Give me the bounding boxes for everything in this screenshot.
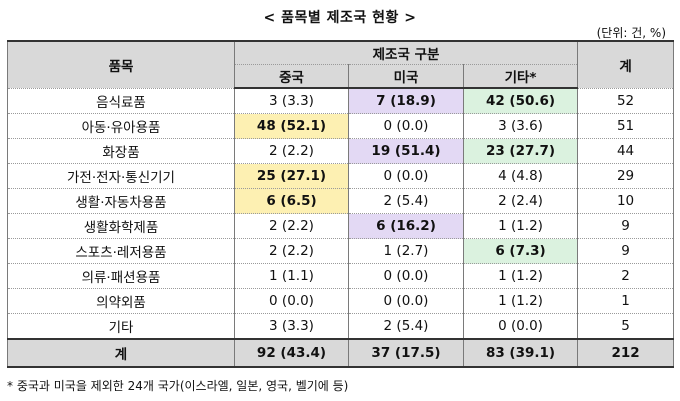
total-row: 계 92 (43.4) 37 (17.5) 83 (39.1) 212 [7, 338, 675, 368]
cell-other: 1 (1.2) [462, 288, 579, 314]
cell-china: 3 (3.3) [234, 87, 349, 114]
cell-china: 2 (2.2) [234, 213, 349, 239]
table-row: 음식료품 3 (3.3) 7 (18.9) 42 (50.6) 52 [7, 87, 675, 114]
cell-total: 1 [577, 288, 675, 314]
cell-usa: 19 (51.4) [348, 138, 464, 164]
header-total: 계 [577, 40, 675, 89]
total-usa: 37 (17.5) [348, 338, 464, 368]
cell-usa: 0 (0.0) [348, 288, 464, 314]
cell-usa: 6 (16.2) [348, 213, 464, 239]
table-title: < 품목별 제조국 현황 > [263, 10, 417, 26]
table-row: 기타 3 (3.3) 2 (5.4) 0 (0.0) 5 [7, 313, 675, 340]
cell-other: 0 (0.0) [462, 313, 579, 340]
total-china: 92 (43.4) [234, 338, 349, 368]
row-item: 생활화학제품 [7, 213, 235, 239]
cell-other: 23 (27.7) [462, 138, 579, 164]
header-other: 기타* [462, 64, 579, 89]
cell-china: 0 (0.0) [234, 288, 349, 314]
cell-china: 48 (52.1) [234, 113, 349, 139]
cell-china: 3 (3.3) [234, 313, 349, 340]
table-row: 화장품 2 (2.2) 19 (51.4) 23 (27.7) 44 [7, 138, 675, 164]
header-country-group: 제조국 구분 [233, 40, 579, 65]
header-usa: 미국 [348, 64, 464, 89]
cell-china: 25 (27.1) [234, 163, 349, 189]
footnote: * 중국과 미국을 제외한 24개 국가(이스라엘, 일본, 영국, 벨기에 등… [7, 379, 349, 393]
row-item: 기타 [7, 313, 235, 340]
table-row: 생활화학제품 2 (2.2) 6 (16.2) 1 (1.2) 9 [7, 213, 675, 239]
header-china: 중국 [234, 64, 349, 89]
cell-other: 2 (2.4) [462, 188, 579, 214]
row-item: 아동·유아용품 [7, 113, 235, 139]
cell-usa: 0 (0.0) [348, 263, 464, 289]
cell-usa: 0 (0.0) [348, 163, 464, 189]
cell-china: 1 (1.1) [234, 263, 349, 289]
row-item: 음식료품 [7, 87, 235, 114]
cell-other: 1 (1.2) [462, 263, 579, 289]
row-item: 스포츠·레저용품 [7, 238, 235, 264]
table-row: 스포츠·레저용품 2 (2.2) 1 (2.7) 6 (7.3) 9 [7, 238, 675, 264]
total-other: 83 (39.1) [462, 338, 579, 368]
cell-china: 2 (2.2) [234, 138, 349, 164]
cell-china: 2 (2.2) [234, 238, 349, 264]
cell-total: 29 [577, 163, 675, 189]
row-item: 의류·패션용품 [7, 263, 235, 289]
cell-other: 6 (7.3) [462, 238, 579, 264]
row-item: 가전·전자·통신기기 [7, 163, 235, 189]
table-row: 아동·유아용품 48 (52.1) 0 (0.0) 3 (3.6) 51 [7, 113, 675, 139]
cell-usa: 2 (5.4) [348, 313, 464, 340]
cell-china: 6 (6.5) [234, 188, 349, 214]
cell-other: 1 (1.2) [462, 213, 579, 239]
table-row: 의약외품 0 (0.0) 0 (0.0) 1 (1.2) 1 [7, 288, 675, 314]
cell-total: 9 [577, 238, 675, 264]
table-row: 의류·패션용품 1 (1.1) 0 (0.0) 1 (1.2) 2 [7, 263, 675, 289]
cell-total: 44 [577, 138, 675, 164]
unit-label: (단위: 건, %) [596, 26, 666, 40]
row-item: 화장품 [7, 138, 235, 164]
total-all: 212 [577, 338, 675, 368]
cell-usa: 1 (2.7) [348, 238, 464, 264]
cell-usa: 0 (0.0) [348, 113, 464, 139]
cell-usa: 2 (5.4) [348, 188, 464, 214]
table-row: 생활·자동차용품 6 (6.5) 2 (5.4) 2 (2.4) 10 [7, 188, 675, 214]
cell-total: 2 [577, 263, 675, 289]
cell-total: 10 [577, 188, 675, 214]
header-item: 품목 [7, 40, 235, 89]
cell-other: 4 (4.8) [462, 163, 579, 189]
cell-other: 42 (50.6) [462, 87, 579, 114]
cell-total: 51 [577, 113, 675, 139]
table-row: 가전·전자·통신기기 25 (27.1) 0 (0.0) 4 (4.8) 29 [7, 163, 675, 189]
row-item: 의약외품 [7, 288, 235, 314]
cell-total: 9 [577, 213, 675, 239]
cell-total: 52 [577, 87, 675, 114]
row-item: 생활·자동차용품 [7, 188, 235, 214]
cell-total: 5 [577, 313, 675, 340]
cell-other: 3 (3.6) [462, 113, 579, 139]
cell-usa: 7 (18.9) [348, 87, 464, 114]
manufacturer-country-table: 품목 제조국 구분 계 중국 미국 기타* 음식료품 3 (3.3) 7 (18… [7, 40, 675, 368]
total-label: 계 [7, 338, 235, 368]
